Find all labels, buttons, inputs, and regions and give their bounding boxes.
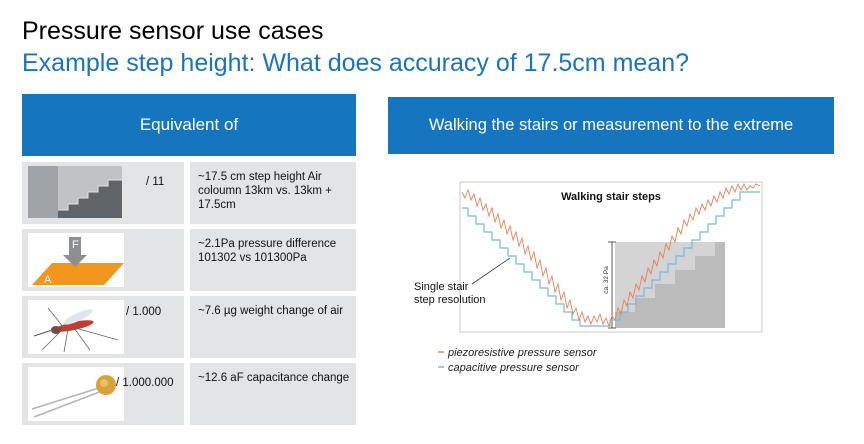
text-cell: ~2.1Pa pressure difference 101302 vs 101… bbox=[190, 229, 356, 291]
slide-title: Pressure sensor use cases bbox=[22, 17, 324, 45]
ratio-label: / 1.000 bbox=[126, 306, 162, 318]
stairs-chart: Walking stair steps ca. 32 Pa Single sta… bbox=[414, 181, 763, 374]
equivalent-text: ~12.6 aF capacitance change bbox=[198, 372, 350, 384]
annotation-text: Single stair step resolution bbox=[414, 281, 486, 306]
slide-subtitle: Example step height: What does accuracy … bbox=[22, 49, 690, 77]
capacitor-photo-icon bbox=[28, 367, 124, 421]
equivalent-row-stairs: / 11 ~17.5 cm step height Air coloumn 13… bbox=[22, 162, 356, 224]
text-cell: ~7.6 µg weight change of air bbox=[190, 296, 356, 358]
range-label: ca. 32 Pa bbox=[603, 266, 610, 294]
text-cell: ~12.6 aF capacitance change bbox=[190, 363, 356, 425]
image-cell: / 1.000.000 bbox=[22, 363, 184, 425]
chart-title: Walking stair steps bbox=[561, 191, 661, 203]
equivalent-text: ~17.5 cm step height Air coloumn 13km vs… bbox=[198, 171, 332, 211]
equivalent-row-pressure: F A ~2.1Pa pressure difference 101302 vs… bbox=[22, 229, 356, 291]
ratio-label: / 1.000.000 bbox=[116, 377, 174, 389]
equivalent-text: ~2.1Pa pressure difference 101302 vs 101… bbox=[198, 238, 337, 264]
image-cell: F A bbox=[22, 229, 184, 291]
equivalent-row-mosquito: / 1.000 ~7.6 µg weight change of air bbox=[22, 296, 356, 358]
piezoresistive-series-line bbox=[461, 182, 761, 328]
legend-label-piezo: piezoresistive pressure sensor bbox=[447, 347, 598, 359]
text-cell: ~17.5 cm step height Air coloumn 13km vs… bbox=[190, 162, 356, 224]
stairs-chart-figure: Walking stair steps ca. 32 Pa Single sta… bbox=[410, 180, 790, 380]
image-cell: / 11 bbox=[22, 162, 184, 224]
equivalent-header: Equivalent of bbox=[22, 94, 356, 156]
ratio-label: / 11 bbox=[146, 176, 165, 188]
equivalent-text: ~7.6 µg weight change of air bbox=[198, 305, 344, 317]
legend-label-capacitive: capacitive pressure sensor bbox=[448, 362, 580, 374]
equivalent-row-capacitor: / 1.000.000 ~12.6 aF capacitance change bbox=[22, 363, 356, 425]
mosquito-photo-icon bbox=[28, 300, 124, 354]
stairs-header: Walking the stairs or measurement to the… bbox=[388, 97, 834, 154]
force-label: F bbox=[72, 239, 79, 251]
force-area-diagram-icon: F A bbox=[28, 233, 124, 287]
stairs-photo-icon bbox=[28, 166, 122, 218]
annotation-arrow bbox=[471, 257, 511, 285]
area-label: A bbox=[44, 274, 52, 286]
image-cell: / 1.000 bbox=[22, 296, 184, 358]
